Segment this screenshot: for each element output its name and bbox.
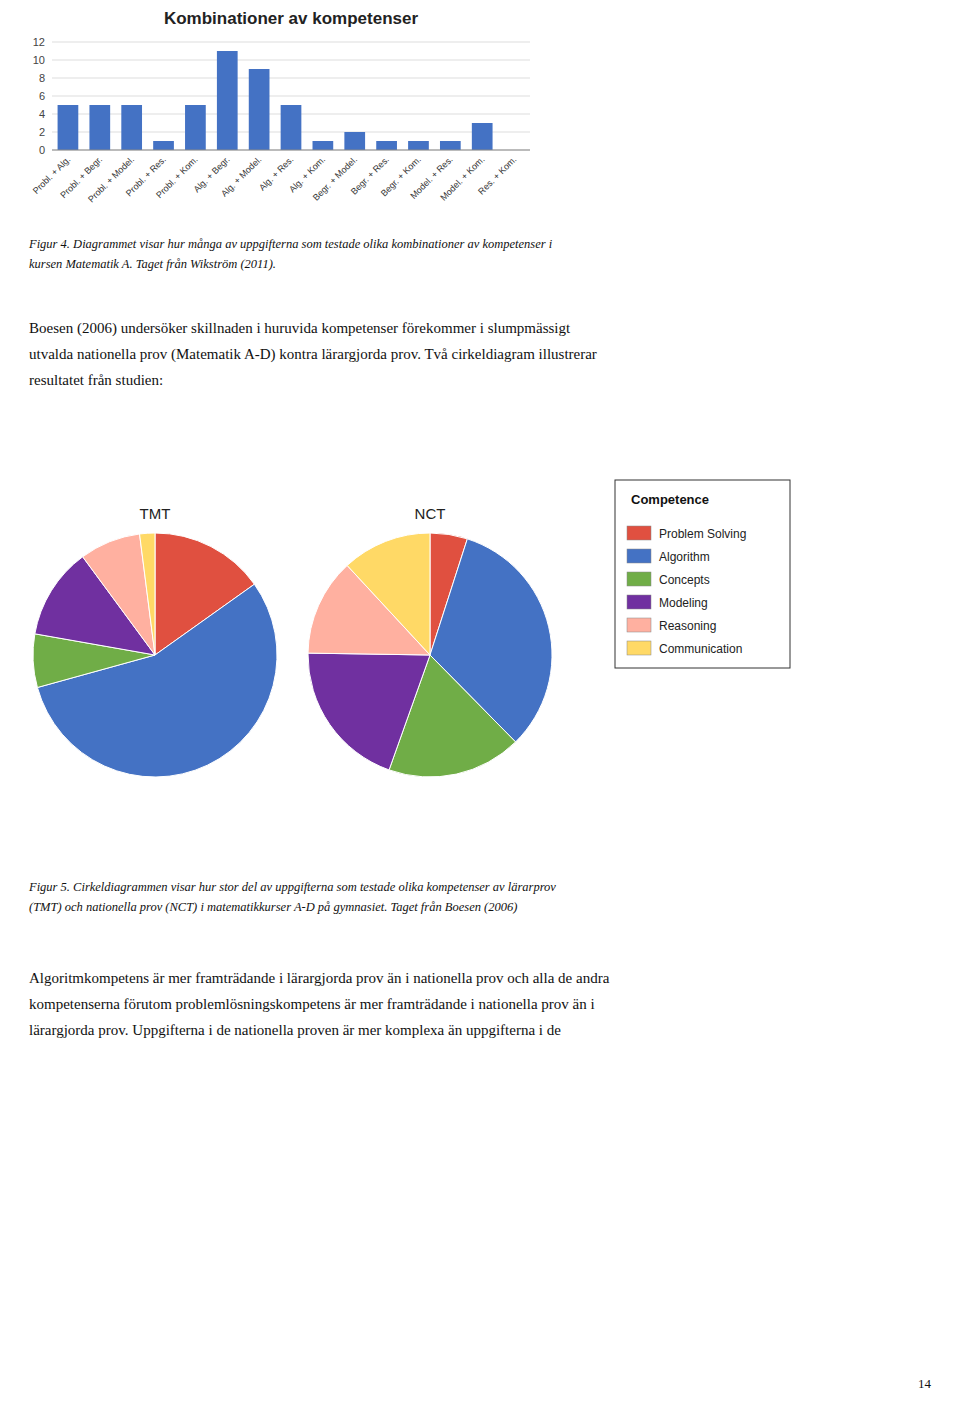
- legend-swatch: [627, 572, 651, 586]
- grid-line: [52, 96, 530, 97]
- x-tick-label: Model. + Kom.: [438, 154, 486, 202]
- legend-swatch: [627, 641, 651, 655]
- chart-title: NCT: [415, 505, 446, 522]
- y-tick-label: 6: [39, 90, 45, 102]
- legend-entry: Modeling: [659, 596, 708, 610]
- legend-entry: Reasoning: [659, 619, 716, 633]
- bar: [121, 105, 142, 150]
- bars: [58, 51, 493, 150]
- body-line: kompetenserna förutom problemlösningskom…: [29, 996, 595, 1012]
- y-tick-label: 0: [39, 144, 45, 156]
- legend-title: Competence: [631, 492, 709, 507]
- body-line: lärargjorda prov. Uppgifterna i de natio…: [29, 1022, 561, 1038]
- bar: [344, 132, 365, 150]
- pie-slice: [140, 533, 155, 655]
- legend-entry: Concepts: [659, 573, 710, 587]
- x-tick-label: Probl. + Kom.: [154, 154, 200, 200]
- grid-line: [52, 60, 530, 61]
- chart-title: TMT: [140, 505, 171, 522]
- pie-slice: [308, 653, 430, 770]
- grid-line: [52, 42, 530, 43]
- caption-line: (TMT) och nationella prov (NCT) i matema…: [29, 900, 517, 914]
- bar-chart: Kombinationer av kompetenser 0 2 4 6 8 10 12 Pro…: [31, 9, 530, 204]
- legend-entry: Communication: [659, 642, 742, 656]
- chart-title: Kombinationer av kompetenser: [164, 9, 419, 28]
- pie-slice: [83, 534, 155, 655]
- y-tick-label: 12: [33, 36, 45, 48]
- grid-line: [52, 78, 530, 79]
- body-line: resultatet från studien:: [29, 372, 163, 388]
- body-line: utvalda nationella prov (Matematik A-D) …: [29, 346, 597, 363]
- body-line: Algoritmkompetens är mer framträdande i …: [29, 970, 610, 986]
- legend-entry: Algorithm: [659, 550, 710, 564]
- caption-line: Figur 5. Cirkeldiagrammen visar hur stor…: [28, 880, 556, 894]
- page: Kombinationer av kompetenser 0 2 4 6 8 10 12 Pro…: [0, 0, 960, 1401]
- bar: [313, 141, 334, 150]
- grid-line: [52, 150, 530, 151]
- pie-chart: NCT: [308, 505, 552, 777]
- y-tick-label: 10: [33, 54, 45, 66]
- bar: [217, 51, 238, 150]
- x-axis: [52, 150, 530, 151]
- legend-swatch: [627, 618, 651, 632]
- bar: [281, 105, 302, 150]
- legend: Competence Problem Solving Algorithm Concep…: [615, 480, 790, 668]
- bar: [440, 141, 461, 150]
- legend-swatch: [627, 549, 651, 563]
- bar: [153, 141, 174, 150]
- x-tick-label: Alg. + Model.: [219, 154, 263, 198]
- pie-slice: [347, 533, 430, 655]
- bar: [58, 105, 79, 150]
- x-tick-label: Begr. + Model.: [311, 154, 359, 202]
- pie-chart: TMT: [33, 505, 277, 777]
- body-text: Boesen (2006) undersöker skillnaden i hu…: [29, 320, 597, 388]
- bar: [376, 141, 397, 150]
- bar: [185, 105, 206, 150]
- page-number: 14: [918, 1376, 932, 1391]
- y-tick-label: 8: [39, 72, 45, 84]
- legend-entry: Problem Solving: [659, 527, 746, 541]
- bar: [408, 141, 429, 150]
- legend-box: [615, 480, 790, 668]
- bar: [472, 123, 493, 150]
- caption-line: kursen Matematik A. Taget från Wikström …: [29, 257, 276, 271]
- legend-swatch: [627, 526, 651, 540]
- bar: [249, 69, 270, 150]
- body-line: Boesen (2006) undersöker skillnaden i hu…: [29, 320, 571, 337]
- grid: [52, 42, 530, 150]
- y-tick-label: 2: [39, 126, 45, 138]
- caption: Figur 4. Diagrammet visar hur många av u…: [28, 237, 553, 271]
- caption-line: Figur 4. Diagrammet visar hur många av u…: [28, 237, 553, 251]
- legend-swatch: [627, 595, 651, 609]
- body-text: Algoritmkompetens är mer framträdande i …: [29, 970, 610, 1038]
- x-tick-label: Res. + Kom.: [476, 154, 518, 196]
- y-tick-label: 4: [39, 108, 45, 120]
- bar: [89, 105, 110, 150]
- caption: Figur 5. Cirkeldiagrammen visar hur stor…: [28, 880, 556, 914]
